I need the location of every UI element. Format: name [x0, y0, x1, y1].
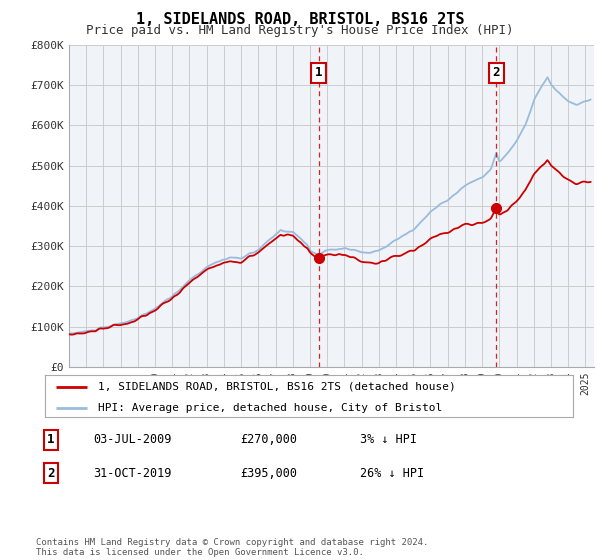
Text: 2: 2 — [47, 466, 55, 480]
Text: 26% ↓ HPI: 26% ↓ HPI — [360, 466, 424, 480]
Text: 1: 1 — [315, 67, 322, 80]
Text: 1, SIDELANDS ROAD, BRISTOL, BS16 2TS (detached house): 1, SIDELANDS ROAD, BRISTOL, BS16 2TS (de… — [98, 382, 455, 392]
Text: Contains HM Land Registry data © Crown copyright and database right 2024.
This d: Contains HM Land Registry data © Crown c… — [36, 538, 428, 557]
Text: 03-JUL-2009: 03-JUL-2009 — [93, 433, 172, 446]
Text: 31-OCT-2019: 31-OCT-2019 — [93, 466, 172, 480]
Text: 3% ↓ HPI: 3% ↓ HPI — [360, 433, 417, 446]
Text: 2: 2 — [493, 67, 500, 80]
Text: £270,000: £270,000 — [240, 433, 297, 446]
Text: £395,000: £395,000 — [240, 466, 297, 480]
Text: 1: 1 — [47, 433, 55, 446]
Text: Price paid vs. HM Land Registry's House Price Index (HPI): Price paid vs. HM Land Registry's House … — [86, 24, 514, 37]
Text: 1, SIDELANDS ROAD, BRISTOL, BS16 2TS: 1, SIDELANDS ROAD, BRISTOL, BS16 2TS — [136, 12, 464, 27]
Text: HPI: Average price, detached house, City of Bristol: HPI: Average price, detached house, City… — [98, 403, 442, 413]
